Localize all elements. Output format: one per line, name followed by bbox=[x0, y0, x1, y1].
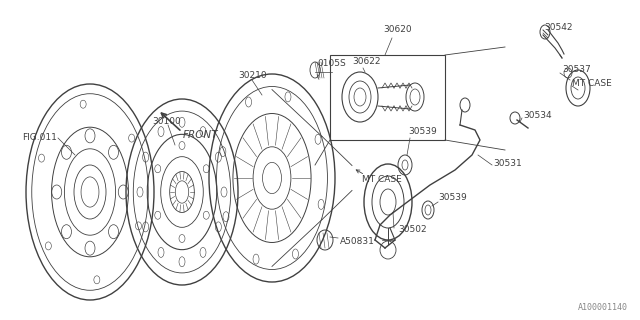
Text: FRONT: FRONT bbox=[183, 130, 218, 140]
Text: 30210: 30210 bbox=[238, 71, 267, 81]
Text: 30622: 30622 bbox=[352, 58, 381, 67]
Text: MT CASE: MT CASE bbox=[572, 78, 612, 87]
Text: 30502: 30502 bbox=[398, 226, 427, 235]
Text: 30542: 30542 bbox=[544, 22, 573, 31]
Text: 30539: 30539 bbox=[408, 127, 436, 137]
Text: A100001140: A100001140 bbox=[578, 303, 628, 312]
Text: 30531: 30531 bbox=[493, 158, 522, 167]
Text: FIG.011: FIG.011 bbox=[22, 132, 57, 141]
Text: A50831: A50831 bbox=[340, 237, 375, 246]
Text: 30620: 30620 bbox=[383, 26, 412, 35]
Text: 30534: 30534 bbox=[523, 111, 552, 121]
Bar bbox=[330, 55, 445, 140]
Text: MT CASE: MT CASE bbox=[362, 175, 402, 185]
Text: 30537: 30537 bbox=[562, 66, 591, 75]
Text: 30539: 30539 bbox=[438, 194, 467, 203]
Text: 30100: 30100 bbox=[152, 117, 180, 126]
Text: 0105S: 0105S bbox=[317, 59, 346, 68]
